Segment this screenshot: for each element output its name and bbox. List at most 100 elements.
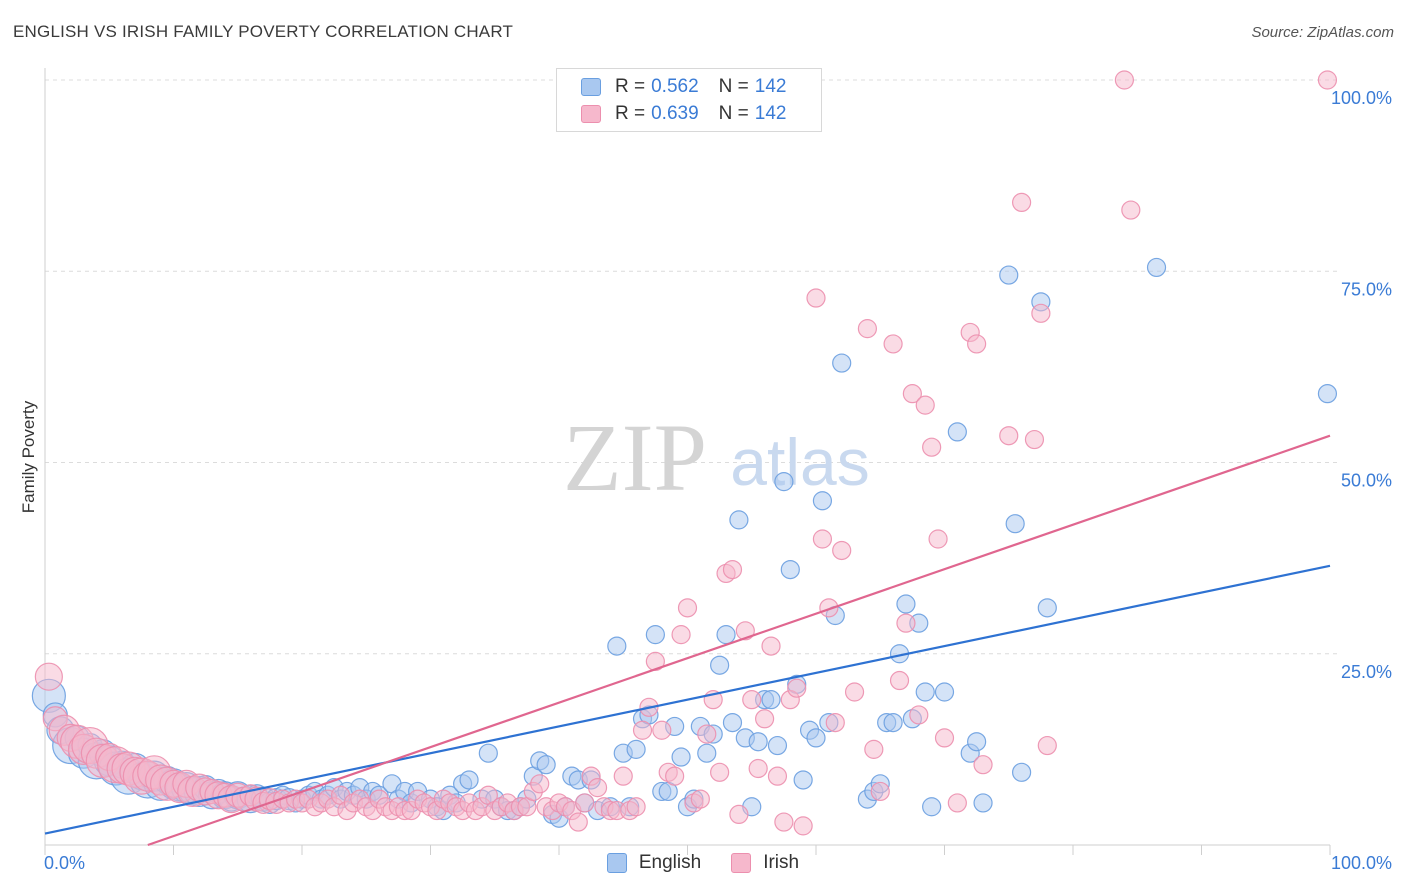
irish-point (832, 540, 852, 561)
y-tick-label: 25.0% (1341, 662, 1392, 682)
english-point (761, 690, 781, 710)
irish-point (767, 766, 788, 786)
english-point (947, 422, 967, 442)
legend-n-value: 142 (754, 103, 787, 124)
grid-lines (45, 79, 1340, 655)
legend-row-irish: R = 0.639 N = 142 (581, 102, 786, 126)
watermark-zip: ZIP (563, 404, 707, 511)
irish-point (793, 816, 813, 836)
legend-r-value: 0.562 (651, 76, 699, 97)
irish-point (857, 319, 878, 339)
english-point (793, 770, 813, 790)
irish-point (947, 793, 967, 813)
english-point (767, 735, 788, 756)
english-point (1037, 598, 1057, 618)
english-point (1146, 257, 1167, 278)
irish-point (1037, 735, 1057, 756)
irish-point (587, 778, 608, 798)
legend-n-label: N = (718, 103, 749, 124)
english-point (812, 491, 833, 511)
irish-point (722, 559, 743, 580)
irish-point (729, 804, 749, 825)
english-point (780, 559, 800, 580)
english-point (999, 265, 1019, 285)
english-trend-line (44, 564, 1331, 835)
irish-point (652, 720, 672, 740)
irish-point (677, 598, 698, 618)
y-tick-label: 50.0% (1341, 471, 1392, 491)
trend-lines (44, 434, 1331, 847)
irish-point (710, 762, 730, 782)
english-point (607, 636, 627, 656)
english-point (536, 755, 556, 775)
irish-point (626, 797, 646, 817)
irish-point (915, 395, 935, 415)
irish-point (870, 781, 890, 802)
irish-point (825, 712, 845, 733)
legend-row-english: R = 0.562 N = 142 (581, 75, 786, 99)
english-point (729, 510, 749, 530)
english-point (1011, 762, 1032, 782)
english-point (716, 625, 736, 645)
english-point (626, 739, 646, 759)
english-point (697, 743, 717, 763)
irish-swatch-icon (581, 105, 601, 123)
irish-point (735, 621, 755, 641)
irish-point (864, 739, 884, 759)
irish-point (1317, 70, 1338, 90)
english-point (832, 353, 852, 373)
y-axis-label: Family Poverty (19, 400, 38, 513)
legend: R = 0.562 N = 142 R = 0.639 N = 142 (556, 68, 822, 132)
english-point (748, 732, 768, 752)
irish-point (774, 812, 794, 832)
english-point (710, 655, 730, 675)
irish-point (889, 670, 910, 691)
irish-point (665, 766, 685, 786)
english-point (896, 594, 916, 614)
legend-irish-label: Irish (763, 852, 800, 873)
irish-point (1114, 70, 1135, 90)
y-tick-label: 75.0% (1341, 279, 1392, 299)
irish-point (742, 690, 762, 710)
irish-point (671, 625, 691, 645)
irish-point (34, 662, 63, 691)
legend-r-label: R = (615, 103, 646, 124)
english-point (915, 682, 935, 702)
english-swatch-icon (581, 78, 601, 96)
english-point (671, 747, 691, 767)
irish-point (1024, 429, 1045, 450)
english-points (31, 257, 1338, 828)
irish-point (883, 334, 903, 354)
irish-point (928, 529, 948, 549)
irish-point (902, 384, 922, 404)
english-point (774, 472, 794, 492)
irish-point (568, 812, 588, 832)
irish-trend-line (147, 434, 1331, 847)
english-point (973, 793, 993, 813)
chart-title: ENGLISH VS IRISH FAMILY POVERTY CORRELAT… (13, 22, 514, 41)
irish-point (973, 755, 993, 775)
irish-point (748, 758, 768, 779)
english-point (934, 682, 955, 702)
irish-point (787, 678, 807, 698)
irish-point (697, 724, 717, 744)
irish-point (934, 728, 955, 748)
irish-point (1031, 303, 1051, 323)
english-point (967, 732, 987, 752)
legend-item-english: English (606, 852, 702, 874)
english-point (806, 728, 826, 748)
english-point (1317, 384, 1338, 404)
irish-point (530, 774, 550, 794)
legend-r-value: 0.639 (651, 103, 699, 124)
legend-english-label: English (638, 852, 702, 873)
irish-point (1121, 200, 1141, 220)
x-tick-label: 100.0% (1331, 853, 1392, 873)
english-point (1005, 514, 1025, 534)
irish-point (761, 636, 781, 656)
irish-point (1011, 192, 1032, 212)
legend-r-label: R = (615, 76, 646, 97)
english-swatch-icon (606, 853, 627, 873)
irish-point (613, 766, 633, 786)
irish-point (909, 705, 929, 725)
